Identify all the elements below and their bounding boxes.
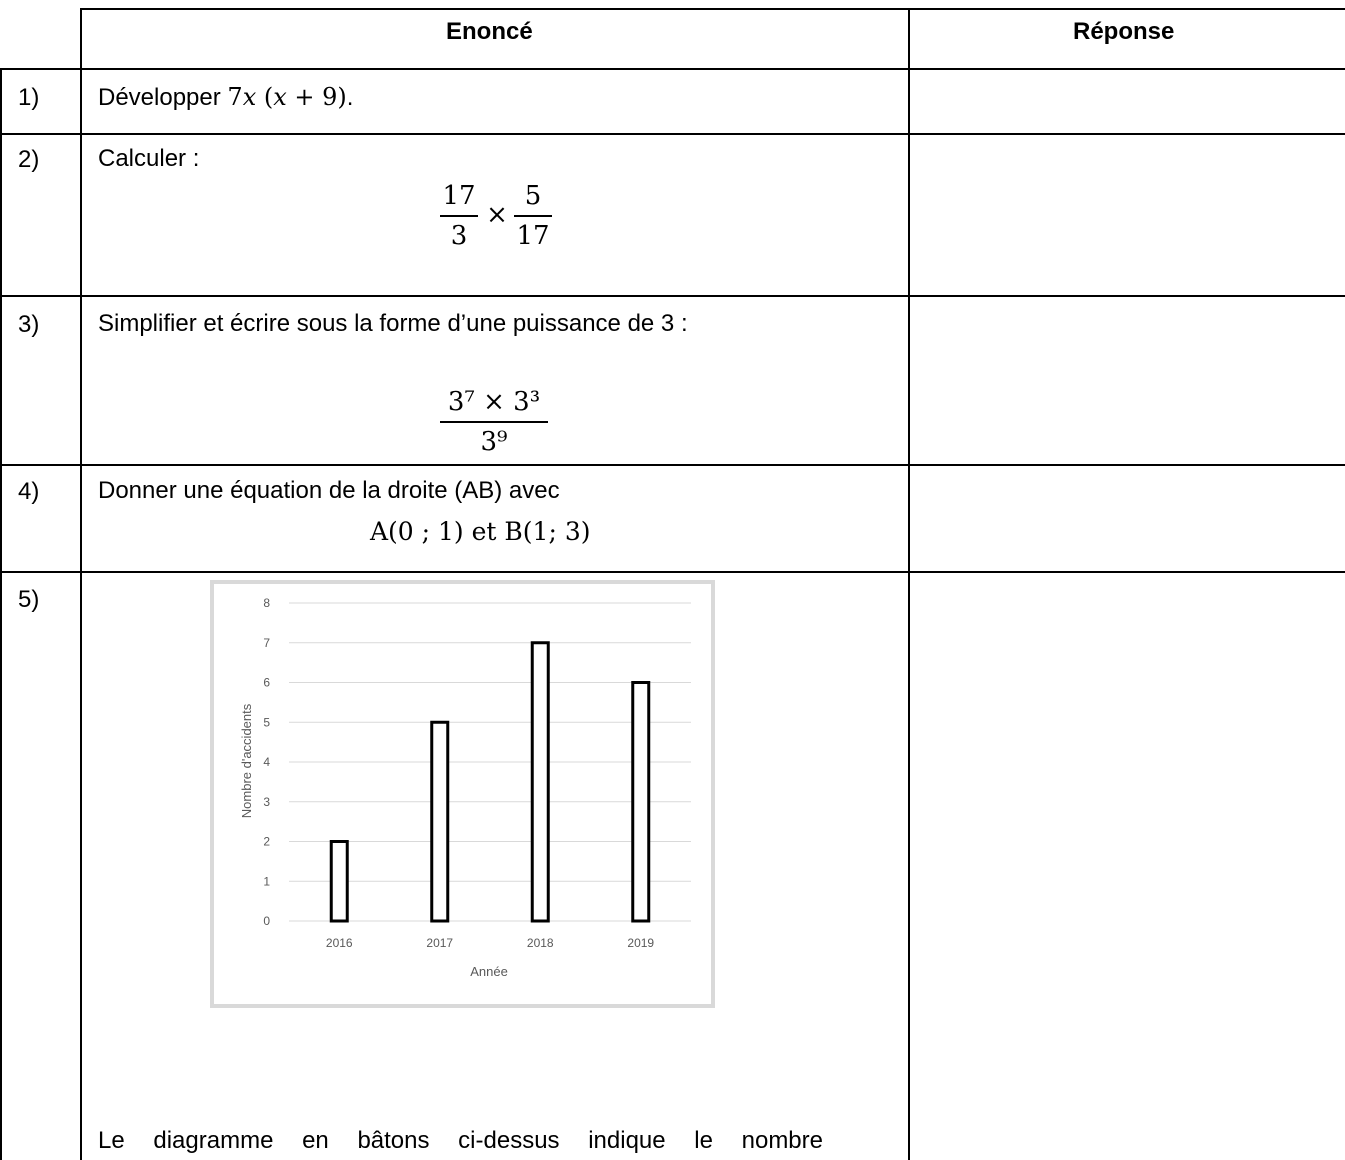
fraction-numerator: 5 bbox=[524, 181, 542, 211]
fraction-bar bbox=[514, 215, 552, 217]
y-tick-labels: 0 1 2 3 4 5 6 7 8 bbox=[263, 596, 270, 928]
bar-chart-svg: 0 1 2 3 4 5 6 7 8 2016 2017 2018 2019 Année Nombre … bbox=[239, 596, 691, 979]
bar-2017 bbox=[430, 720, 450, 923]
header-reponse: Réponse bbox=[1073, 18, 1175, 45]
row-number: 3) bbox=[18, 311, 40, 338]
fraction-bar bbox=[440, 421, 548, 423]
table-border-top bbox=[80, 8, 1345, 10]
chart-bars bbox=[329, 641, 651, 923]
row1-text: Développer bbox=[98, 84, 228, 111]
x-tick-labels: 2016 2017 2018 2019 bbox=[326, 936, 655, 950]
row2-operator: × bbox=[486, 200, 508, 230]
x-tick-label: 2016 bbox=[326, 936, 353, 950]
table-border-numcol bbox=[80, 8, 82, 1160]
row2-text: Calculer : bbox=[98, 145, 200, 172]
row-number: 4) bbox=[18, 478, 40, 505]
y-tick-label: 5 bbox=[263, 715, 270, 729]
y-tick-label: 6 bbox=[263, 676, 270, 690]
y-tick-label: 3 bbox=[263, 795, 270, 809]
x-axis-label: Année bbox=[470, 964, 508, 979]
row-number: 2) bbox=[18, 146, 40, 173]
row5-text: Le diagramme en bâtons ci-dessus indique… bbox=[98, 1127, 823, 1154]
table-border-row2 bbox=[0, 295, 1345, 297]
bar-2018 bbox=[530, 641, 550, 923]
y-tick-label: 8 bbox=[263, 596, 270, 610]
fraction-denominator: 3 bbox=[450, 221, 468, 251]
y-tick-label: 2 bbox=[263, 835, 270, 849]
row1-text-after: . bbox=[346, 84, 354, 111]
row2-fraction-1: 17 3 bbox=[440, 180, 478, 252]
row1-math: 7𝑥 (𝑥 + 9) bbox=[227, 83, 347, 111]
y-tick-label: 4 bbox=[263, 755, 270, 769]
bar-2016 bbox=[329, 840, 349, 923]
table-border-row4 bbox=[0, 571, 1345, 573]
row1-statement: Développer 7𝑥 (𝑥 + 9). bbox=[98, 82, 353, 113]
row4-points: A(0 ; 1) et B(1; 3) bbox=[370, 517, 591, 546]
table-border-row1 bbox=[0, 133, 1345, 135]
y-tick-label: 7 bbox=[263, 636, 270, 650]
y-axis-label: Nombre d'accidents bbox=[239, 703, 254, 818]
x-tick-label: 2018 bbox=[527, 936, 554, 950]
row3-fraction: 3⁷ × 3³ 3⁹ bbox=[440, 386, 548, 458]
bar-chart: 0 1 2 3 4 5 6 7 8 2016 2017 2018 2019 Année Nombre … bbox=[210, 580, 715, 1008]
table-border-midcol bbox=[908, 8, 910, 1160]
fraction-denominator: 3⁹ bbox=[480, 427, 508, 457]
fraction-denominator: 17 bbox=[516, 221, 550, 251]
table-border-header bbox=[0, 68, 1345, 70]
table-border-row3 bbox=[0, 464, 1345, 466]
bar-2019 bbox=[631, 681, 651, 923]
fraction-bar bbox=[440, 215, 478, 217]
x-tick-label: 2017 bbox=[426, 936, 453, 950]
y-tick-label: 0 bbox=[263, 914, 270, 928]
header-enonce: Enoncé bbox=[446, 18, 533, 45]
table-border-left bbox=[0, 68, 2, 1160]
chart-grid bbox=[289, 602, 691, 922]
row-number: 5) bbox=[18, 586, 40, 613]
row2-fraction-2: 5 17 bbox=[514, 180, 552, 252]
row4-text: Donner une équation de la droite (AB) av… bbox=[98, 477, 560, 504]
x-tick-label: 2019 bbox=[627, 936, 654, 950]
row-number: 1) bbox=[18, 84, 40, 111]
fraction-numerator: 17 bbox=[442, 181, 476, 211]
fraction-numerator: 3⁷ × 3³ bbox=[447, 387, 541, 417]
y-tick-label: 1 bbox=[263, 874, 270, 888]
row3-text: Simplifier et écrire sous la forme d’une… bbox=[98, 310, 688, 337]
